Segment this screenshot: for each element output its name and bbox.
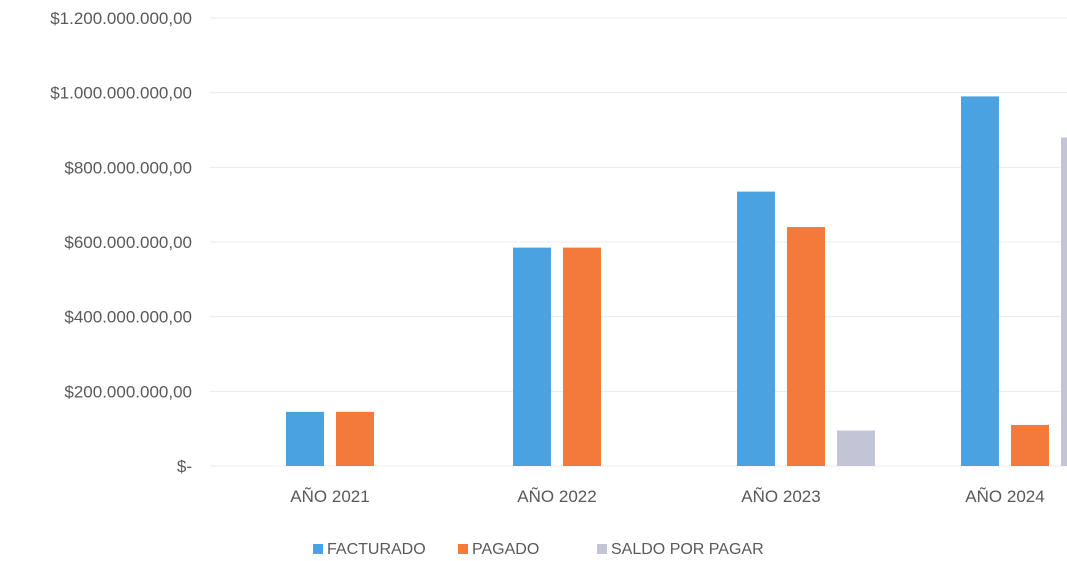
legend-swatch (458, 544, 468, 554)
bar-facturado (513, 247, 551, 466)
bar-pagado (787, 227, 825, 466)
bar-facturado (286, 411, 324, 466)
y-tick-label: $400.000.000,00 (64, 308, 192, 327)
legend-label: PAGADO (472, 541, 539, 558)
x-tick-label: AÑO 2023 (741, 487, 820, 506)
legend-label: FACTURADO (327, 541, 426, 558)
legend-item-facturado: FACTURADO (313, 541, 426, 558)
bar-facturado (737, 191, 775, 466)
bars (286, 96, 1067, 467)
bar-pagado (336, 411, 374, 466)
bar-saldo-por-pagar (1061, 137, 1067, 466)
y-tick-label: $- (177, 457, 192, 476)
bar-saldo-por-pagar (837, 430, 875, 466)
legend: FACTURADO PAGADO SALDO POR PAGAR (313, 541, 764, 558)
x-tick-label: AÑO 2022 (517, 487, 596, 506)
bar-facturado (961, 96, 999, 467)
gridlines (210, 17, 1067, 467)
x-tick-label: AÑO 2021 (290, 487, 369, 506)
bar-pagado (563, 247, 601, 466)
legend-swatch (597, 544, 607, 554)
legend-item-pagado: PAGADO (458, 541, 539, 558)
y-axis-tick-labels: $- $200.000.000,00 $400.000.000,00 $600.000… (50, 9, 192, 476)
x-axis-tick-labels: AÑO 2021 AÑO 2022 AÑO 2023 AÑO 2024 (290, 487, 1044, 506)
x-tick-label: AÑO 2024 (965, 487, 1044, 506)
y-tick-label: $800.000.000,00 (64, 158, 192, 177)
y-tick-label: $600.000.000,00 (64, 233, 192, 252)
legend-item-saldo-por-pagar: SALDO POR PAGAR (597, 541, 764, 558)
legend-label: SALDO POR PAGAR (611, 541, 764, 558)
y-tick-label: $1.200.000.000,00 (50, 9, 192, 28)
legend-swatch (313, 544, 323, 554)
y-tick-label: $1.000.000.000,00 (50, 84, 192, 103)
bar-pagado (1011, 424, 1049, 466)
y-tick-label: $200.000.000,00 (64, 382, 192, 401)
